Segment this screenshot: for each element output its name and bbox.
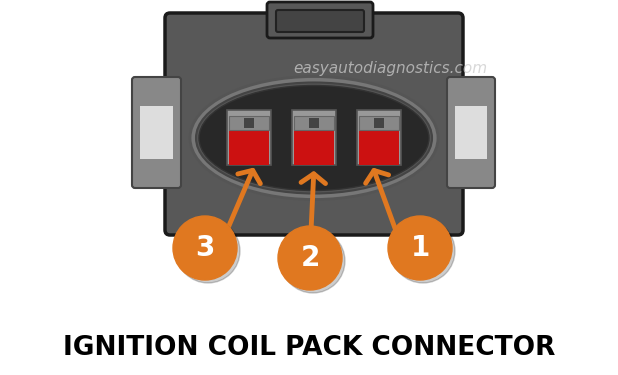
- Text: IGNITION COIL PACK CONNECTOR: IGNITION COIL PACK CONNECTOR: [63, 335, 555, 361]
- Text: easyautodiagnostics.com: easyautodiagnostics.com: [293, 60, 487, 75]
- Bar: [359, 116, 399, 130]
- FancyBboxPatch shape: [267, 2, 373, 38]
- Circle shape: [278, 226, 342, 290]
- Circle shape: [391, 219, 455, 283]
- Circle shape: [388, 216, 452, 280]
- FancyBboxPatch shape: [447, 77, 495, 188]
- Bar: [244, 118, 254, 128]
- Circle shape: [176, 219, 240, 283]
- Bar: [357, 110, 401, 165]
- Bar: [294, 116, 334, 130]
- Bar: [227, 110, 271, 165]
- Bar: [292, 110, 336, 165]
- Bar: [359, 118, 399, 165]
- Bar: [309, 118, 319, 128]
- Ellipse shape: [196, 82, 432, 194]
- FancyBboxPatch shape: [165, 13, 463, 235]
- Text: 2: 2: [300, 244, 320, 272]
- Ellipse shape: [190, 76, 438, 200]
- Bar: [374, 118, 384, 128]
- FancyBboxPatch shape: [276, 10, 364, 32]
- Circle shape: [173, 216, 237, 280]
- FancyBboxPatch shape: [132, 77, 181, 188]
- Bar: [140, 106, 173, 159]
- Ellipse shape: [199, 86, 429, 190]
- Circle shape: [281, 229, 345, 293]
- Bar: [229, 116, 269, 130]
- Text: 3: 3: [195, 234, 214, 262]
- Bar: [294, 118, 334, 165]
- Text: 1: 1: [410, 234, 430, 262]
- Bar: [229, 118, 269, 165]
- Bar: [455, 106, 487, 159]
